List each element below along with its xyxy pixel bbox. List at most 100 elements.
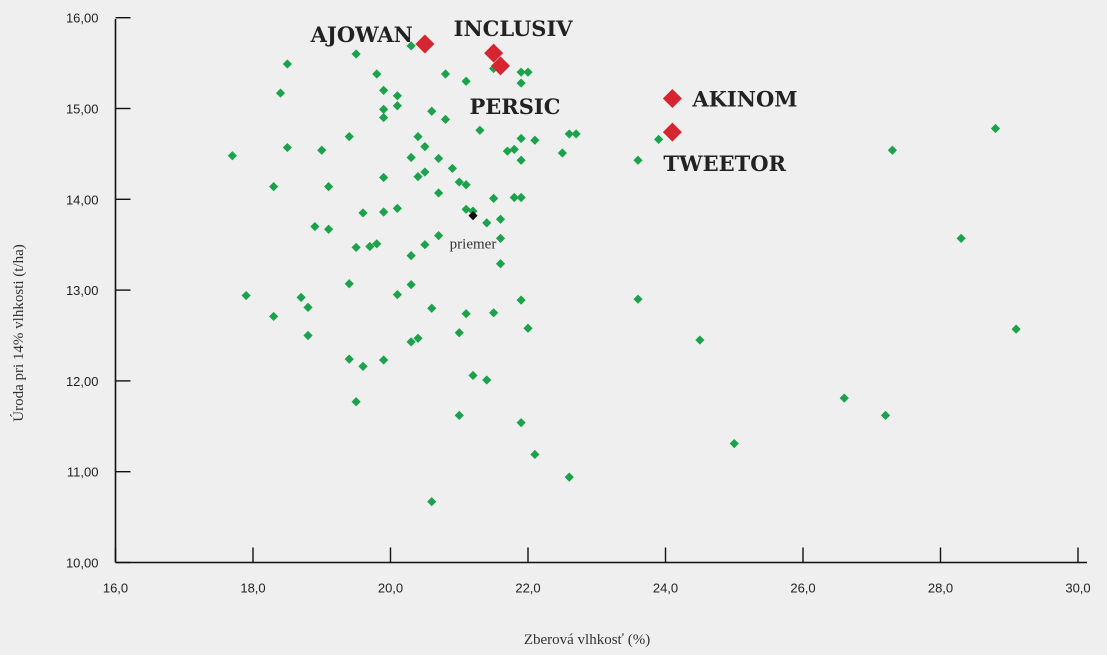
data-point (447, 163, 457, 174)
data-point (241, 290, 251, 301)
data-point (317, 145, 327, 155)
data-point (392, 203, 402, 213)
data-point (461, 204, 471, 214)
data-point (303, 302, 313, 312)
data-point (269, 311, 279, 322)
data-point (495, 214, 506, 224)
data-point (324, 181, 334, 192)
y-tick-label: 15,00 (66, 102, 99, 117)
x-tick-label: 18,0 (240, 581, 265, 596)
data-point (454, 328, 464, 338)
data-point (633, 294, 643, 304)
highlight-point-tweetor (662, 122, 682, 142)
data-point (956, 233, 966, 243)
data-point (495, 233, 506, 243)
data-point (406, 280, 416, 290)
data-point (654, 134, 664, 144)
data-point (420, 142, 430, 152)
data-point (509, 144, 519, 154)
data-point (434, 153, 444, 164)
data-point (379, 104, 389, 115)
data-point (440, 69, 451, 79)
y-tick-label: 12,00 (66, 374, 99, 389)
y-tick-label: 10,00 (66, 556, 99, 571)
data-point (392, 290, 402, 300)
data-point (454, 410, 464, 421)
data-point (282, 142, 292, 153)
x-tick-label: 22,0 (515, 581, 540, 596)
data-point (516, 133, 526, 144)
data-point (296, 292, 306, 302)
data-point (365, 241, 375, 252)
highlight-label-persic: PERSIC (470, 94, 561, 119)
data-point (392, 91, 402, 101)
x-tick-label: 30,0 (1065, 581, 1090, 596)
data-point (351, 242, 361, 253)
data-point (406, 250, 416, 261)
data-point (379, 207, 389, 217)
data-point (489, 308, 499, 318)
data-point (1011, 324, 1021, 334)
data-point (227, 151, 237, 161)
data-point (413, 132, 423, 142)
example-point (468, 211, 478, 221)
data-point (482, 218, 492, 228)
data-point (420, 167, 430, 177)
tick-labels: 10,00 11,00 12,00 13,00 14,00 15,00 16,00 16,0 1… (66, 11, 1091, 596)
data-point (461, 76, 471, 86)
data-point (358, 361, 368, 371)
data-point (413, 333, 423, 343)
highlight-point-akinom (662, 89, 682, 109)
data-point (434, 188, 444, 198)
data-point (523, 323, 533, 333)
highlight-label-ajowan: AJOWAN (310, 22, 413, 47)
y-tick-label: 11,00 (67, 465, 99, 480)
data-point (324, 224, 334, 234)
data-point (427, 106, 437, 116)
data-point (351, 397, 361, 407)
data-point (489, 193, 499, 203)
data-point (406, 41, 416, 51)
data-point (344, 354, 354, 364)
data-point (571, 129, 581, 139)
data-point (564, 472, 574, 482)
data-point (454, 177, 464, 187)
data-point (564, 129, 574, 139)
data-point (413, 172, 423, 182)
data-point (461, 180, 471, 190)
data-point (427, 303, 437, 313)
x-tick-label: 26,0 (790, 581, 815, 596)
y-tick-label: 16,00 (66, 11, 99, 26)
data-point (379, 112, 389, 123)
data-point (379, 355, 389, 365)
x-tick-label: 24,0 (653, 581, 678, 596)
data-point (406, 337, 416, 347)
highlight-point-persic (491, 56, 510, 76)
data-point (468, 370, 478, 381)
data-point (516, 192, 526, 203)
data-point (351, 49, 361, 59)
data-point (269, 181, 279, 192)
data-point (502, 146, 512, 156)
data-point (379, 172, 389, 183)
data-point (461, 309, 471, 319)
highlight-labels: priemer AJOWAN INCLUSIV PERSIC AKINOM TWEETOR (310, 16, 798, 253)
data-point (427, 497, 437, 507)
data-point (344, 132, 354, 142)
data-point (495, 259, 506, 269)
data-point (310, 221, 320, 232)
highlight-point-inclusiv (484, 43, 504, 63)
data-point (880, 410, 891, 421)
highlight-label-tweetor: TWEETOR (663, 151, 786, 176)
y-axis-title: Úroda pri 14% vlhkosti (t/ha) (10, 244, 27, 421)
data-point (516, 418, 526, 428)
data-point (475, 125, 485, 135)
y-tick-label: 14,00 (66, 192, 99, 207)
data-point (516, 155, 526, 165)
data-point (358, 208, 368, 218)
data-point (990, 123, 1001, 134)
x-tick-label: 28,0 (928, 581, 953, 596)
data-point (406, 152, 416, 163)
